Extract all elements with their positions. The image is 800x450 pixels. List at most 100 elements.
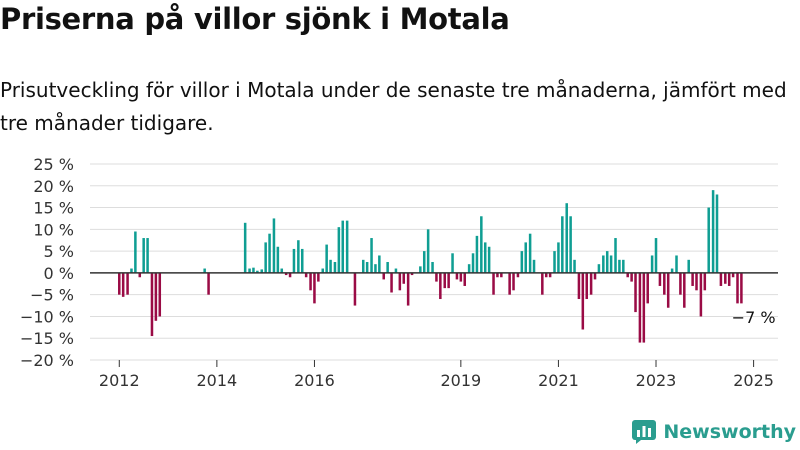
bar	[532, 259, 536, 273]
x-tick-label: 2021	[538, 371, 579, 390]
bar	[512, 272, 515, 291]
bar	[248, 268, 251, 273]
bar	[451, 253, 454, 273]
bar	[264, 242, 267, 273]
bar	[520, 251, 524, 273]
bar	[565, 203, 568, 273]
bar	[731, 272, 735, 278]
bar	[284, 272, 288, 276]
bar	[321, 268, 325, 273]
bar	[280, 268, 284, 273]
y-tick-label: 25 %	[33, 155, 74, 174]
bar	[553, 251, 556, 273]
bar	[252, 267, 255, 273]
bar	[715, 194, 719, 273]
bar	[561, 216, 564, 273]
chart-title: Priserna på villor sjönk i Motala	[0, 2, 510, 36]
bar	[670, 268, 674, 273]
bar	[121, 272, 125, 297]
bar	[300, 248, 304, 273]
x-tick-label: 2019	[440, 371, 481, 390]
bar	[471, 253, 475, 273]
bar	[272, 218, 276, 273]
bar	[548, 272, 552, 278]
bar	[663, 272, 666, 295]
bar	[573, 259, 576, 273]
bar	[313, 272, 316, 304]
y-tick-label: 5 %	[44, 242, 74, 261]
bar	[419, 266, 422, 273]
y-tick-label: 20 %	[33, 177, 74, 196]
bar	[154, 272, 158, 321]
bar	[480, 216, 483, 273]
bar	[508, 272, 511, 295]
x-axis: 2012 2014 2016 2019 2021 2023 2025	[99, 360, 774, 390]
bar	[614, 238, 617, 273]
bar	[325, 244, 328, 273]
bar	[256, 270, 259, 273]
bar	[483, 242, 487, 273]
annotation: −7 %	[732, 308, 776, 327]
bar	[691, 272, 694, 286]
bar	[666, 272, 670, 308]
bar	[361, 259, 365, 273]
bars	[118, 190, 743, 343]
bar	[142, 238, 145, 273]
y-axis-labels: 25 % 20 % 15 % 10 % 5 % 0 % −5 % −10 % −15 % −20 …	[20, 155, 74, 370]
bar	[679, 272, 682, 295]
bar	[675, 255, 678, 273]
bar	[455, 272, 459, 280]
bar	[410, 272, 414, 276]
bar	[439, 272, 442, 300]
bar	[158, 272, 162, 317]
bar	[431, 262, 434, 273]
bar	[134, 231, 137, 273]
bar	[378, 255, 381, 273]
bar	[658, 272, 662, 286]
bar	[370, 238, 373, 273]
bar	[724, 272, 727, 284]
bar	[740, 272, 743, 304]
newsworthy-logo-icon	[632, 420, 657, 444]
bar	[353, 272, 357, 306]
bar	[329, 259, 332, 273]
bar	[597, 264, 601, 273]
bar	[703, 272, 707, 291]
bar	[736, 272, 739, 304]
annotation-label: −7 %	[732, 308, 776, 327]
bar	[345, 220, 349, 273]
bar	[634, 272, 637, 313]
gridlines	[90, 163, 778, 361]
bar	[398, 272, 402, 291]
bar	[727, 272, 731, 286]
bar	[333, 262, 337, 273]
bar	[593, 272, 597, 280]
x-tick-label: 2014	[197, 371, 238, 390]
bar	[309, 272, 312, 291]
bar	[487, 246, 491, 273]
y-tick-label: −10 %	[20, 307, 74, 326]
bar	[118, 272, 121, 295]
bar	[146, 238, 149, 273]
bar	[699, 272, 703, 317]
bar	[638, 272, 642, 343]
bar	[654, 238, 658, 273]
bar	[609, 255, 613, 273]
bar	[402, 272, 406, 284]
bar	[642, 272, 646, 343]
bar	[492, 272, 495, 295]
bar	[459, 272, 463, 282]
bar	[447, 272, 450, 289]
bar	[374, 264, 377, 273]
bar	[707, 207, 710, 273]
y-tick-label: −20 %	[20, 351, 74, 370]
bar	[297, 240, 300, 273]
bar	[605, 251, 609, 273]
bar	[585, 272, 588, 300]
bar	[406, 272, 410, 306]
bar	[260, 269, 264, 273]
bar	[683, 272, 686, 308]
bar	[557, 242, 560, 273]
bar	[719, 272, 723, 286]
brand-logo: Newsworthy	[632, 420, 796, 444]
